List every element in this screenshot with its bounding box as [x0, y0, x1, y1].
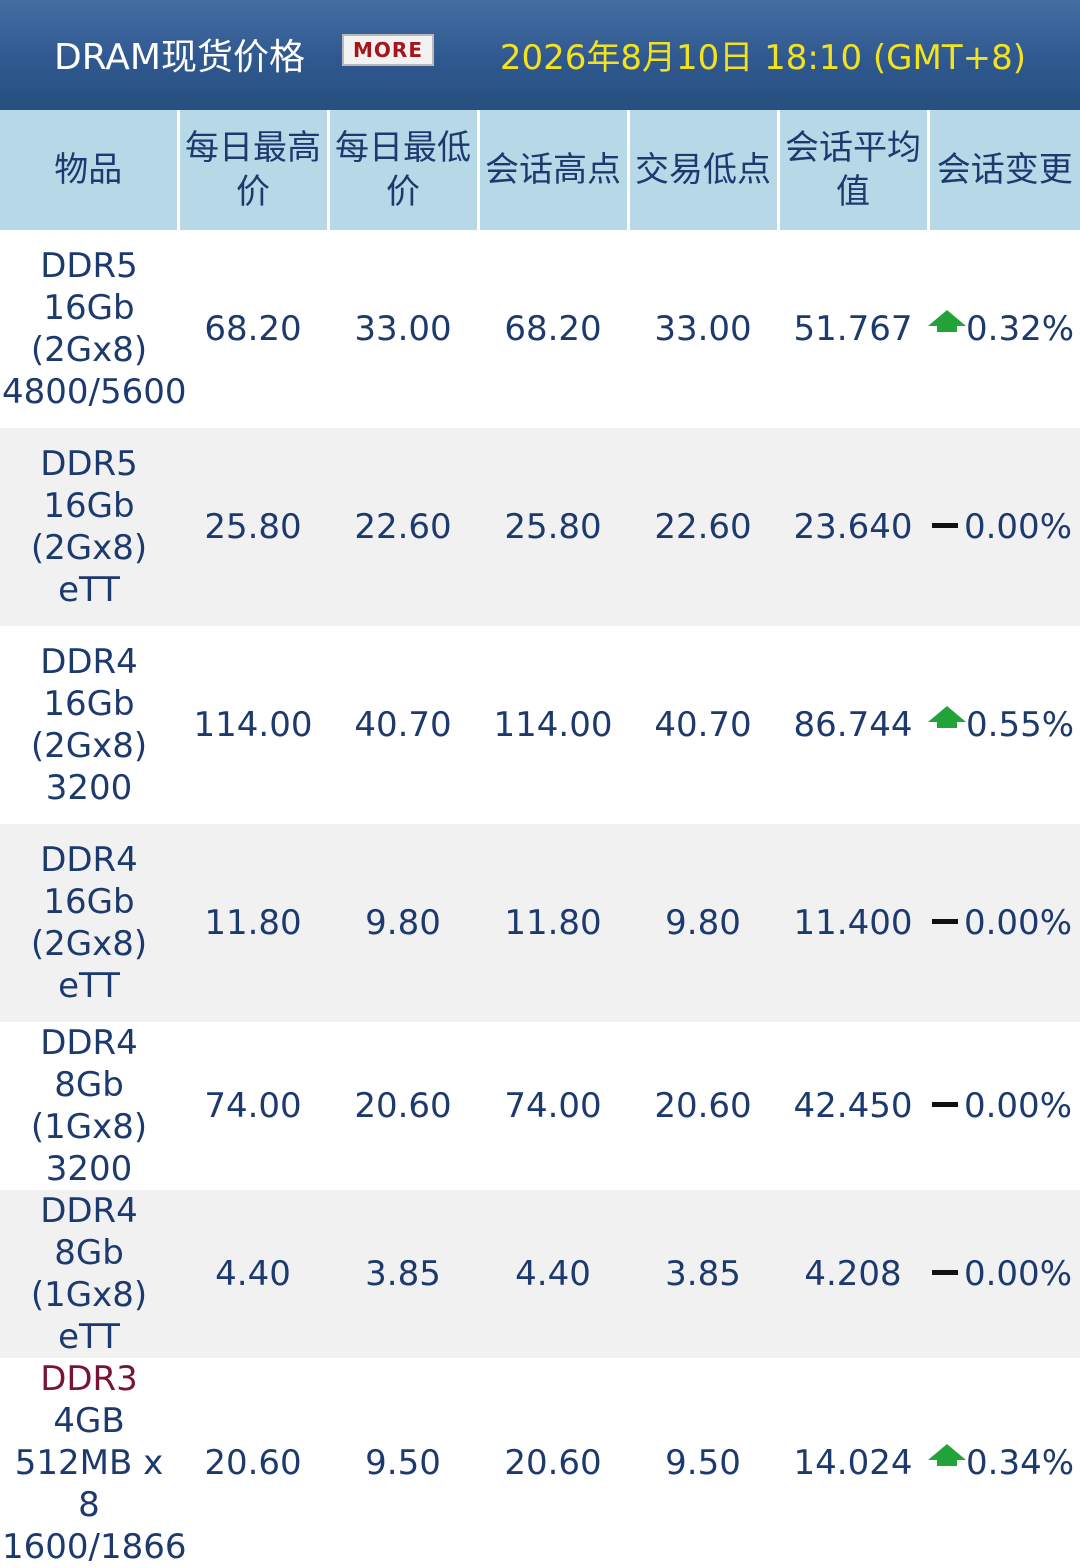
change-value: 0.00% — [963, 903, 1072, 943]
daily-high: 4.40 — [215, 1254, 291, 1294]
session-change: 0.34% — [928, 1358, 1080, 1568]
session-avg: 4.208 — [804, 1254, 902, 1294]
session-low: 40.70 — [654, 705, 752, 745]
col-header-session-low: 交易低点 — [626, 110, 778, 230]
session-change: 0.00% — [928, 824, 1080, 1022]
session-avg: 23.640 — [793, 507, 913, 547]
session-avg: 11.400 — [793, 903, 913, 943]
col-header-session-high: 会话高点 — [476, 110, 628, 230]
flat-dash-icon — [931, 523, 958, 528]
col-header-daily-low: 每日最低价 — [326, 110, 478, 230]
change-value: 0.00% — [963, 507, 1072, 547]
daily-high: 25.80 — [204, 507, 302, 547]
session-low: 20.60 — [654, 1086, 752, 1126]
table-row[interactable]: DDR4 16Gb (2Gx8) eTT 11.80 9.80 11.80 9.… — [0, 824, 1080, 1022]
page-title: DRAM现货价格 — [54, 37, 305, 78]
session-low: 9.80 — [665, 903, 741, 943]
item-name: DDR5 16Gb (2Gx8) 4800/5600 — [2, 246, 187, 412]
change-value: 0.00% — [963, 1254, 1072, 1294]
up-arrow-icon — [928, 706, 966, 732]
daily-low: 40.70 — [354, 705, 452, 745]
item-name: DDR4 16Gb (2Gx8) eTT — [30, 840, 148, 1006]
col-header-session-avg: 会话平均值 — [776, 110, 928, 230]
daily-high: 74.00 — [204, 1086, 302, 1126]
item-name: DDR5 16Gb (2Gx8) eTT — [30, 444, 148, 610]
price-table: 物品 每日最高价 每日最低价 会话高点 交易低点 会话平均值 会话变更 DDR5… — [0, 110, 1080, 1568]
session-high: 20.60 — [504, 1443, 602, 1483]
session-change: 0.00% — [928, 1190, 1080, 1358]
daily-low: 33.00 — [354, 309, 452, 349]
session-change: 0.00% — [928, 428, 1080, 626]
session-high: 25.80 — [504, 507, 602, 547]
table-row[interactable]: DDR4 16Gb (2Gx8) 3200 114.00 40.70 114.0… — [0, 626, 1080, 824]
daily-low: 22.60 — [354, 507, 452, 547]
change-value: 0.55% — [966, 705, 1075, 745]
daily-low: 9.50 — [365, 1443, 441, 1483]
session-change: 0.55% — [928, 626, 1080, 824]
session-avg: 14.024 — [793, 1443, 913, 1483]
col-header-item: 物品 — [0, 110, 178, 230]
up-arrow-icon — [928, 1444, 966, 1470]
change-value: 0.00% — [963, 1086, 1072, 1126]
session-low: 9.50 — [665, 1443, 741, 1483]
session-change: 0.00% — [928, 1022, 1080, 1190]
more-button[interactable]: MORE — [342, 34, 434, 66]
table-row[interactable]: DDR5 16Gb (2Gx8) 4800/5600 68.20 33.00 6… — [0, 230, 1080, 428]
session-low: 33.00 — [654, 309, 752, 349]
flat-dash-icon — [931, 919, 958, 924]
item-link[interactable]: DDR3 — [40, 1359, 138, 1399]
flat-dash-icon — [931, 1102, 958, 1107]
col-header-change: 会话变更 — [926, 110, 1080, 230]
session-high: 68.20 — [504, 309, 602, 349]
daily-high: 20.60 — [204, 1443, 302, 1483]
daily-high: 114.00 — [193, 705, 313, 745]
session-low: 3.85 — [665, 1254, 741, 1294]
update-datetime: 2026年8月10日 18:10 (GMT+8) — [499, 38, 1026, 78]
session-low: 22.60 — [654, 507, 752, 547]
daily-low: 9.80 — [365, 903, 441, 943]
table-row[interactable]: DDR4 8Gb (1Gx8) 3200 74.00 20.60 74.00 2… — [0, 1022, 1080, 1190]
daily-high: 11.80 — [204, 903, 302, 943]
item-name: DDR4 16Gb (2Gx8) 3200 — [30, 642, 148, 808]
table-header-row: 物品 每日最高价 每日最低价 会话高点 交易低点 会话平均值 会话变更 — [0, 110, 1080, 230]
session-avg: 42.450 — [793, 1086, 913, 1126]
item-name: DDR4 8Gb (1Gx8) eTT — [30, 1191, 148, 1357]
table-row[interactable]: DDR4 8Gb (1Gx8) eTT 4.40 3.85 4.40 3.85 … — [0, 1190, 1080, 1358]
up-arrow-icon — [928, 310, 966, 336]
session-high: 114.00 — [493, 705, 613, 745]
session-high: 74.00 — [504, 1086, 602, 1126]
session-high: 4.40 — [515, 1254, 591, 1294]
session-avg: 51.767 — [793, 309, 913, 349]
table-row[interactable]: DDR5 16Gb (2Gx8) eTT 25.80 22.60 25.80 2… — [0, 428, 1080, 626]
col-header-daily-high: 每日最高价 — [176, 110, 328, 230]
daily-low: 3.85 — [365, 1254, 441, 1294]
item-name: DDR4 8Gb (1Gx8) 3200 — [30, 1023, 148, 1189]
table-row[interactable]: DDR3 4GB 512MB x 8 1600/1866 20.60 9.50 … — [0, 1358, 1080, 1568]
change-value: 0.34% — [966, 1443, 1075, 1483]
session-change: 0.32% — [928, 230, 1080, 428]
daily-low: 20.60 — [354, 1086, 452, 1126]
item-name-rest: 4GB 512MB x 8 1600/1866 — [2, 1401, 187, 1567]
flat-dash-icon — [931, 1270, 958, 1275]
daily-high: 68.20 — [204, 309, 302, 349]
item-name: DDR3 4GB 512MB x 8 1600/1866 — [0, 1358, 187, 1568]
session-avg: 86.744 — [793, 705, 913, 745]
header-bar: DRAM现货价格 MORE 2026年8月10日 18:10 (GMT+8) — [0, 0, 1080, 110]
change-value: 0.32% — [966, 309, 1075, 349]
session-high: 11.80 — [504, 903, 602, 943]
